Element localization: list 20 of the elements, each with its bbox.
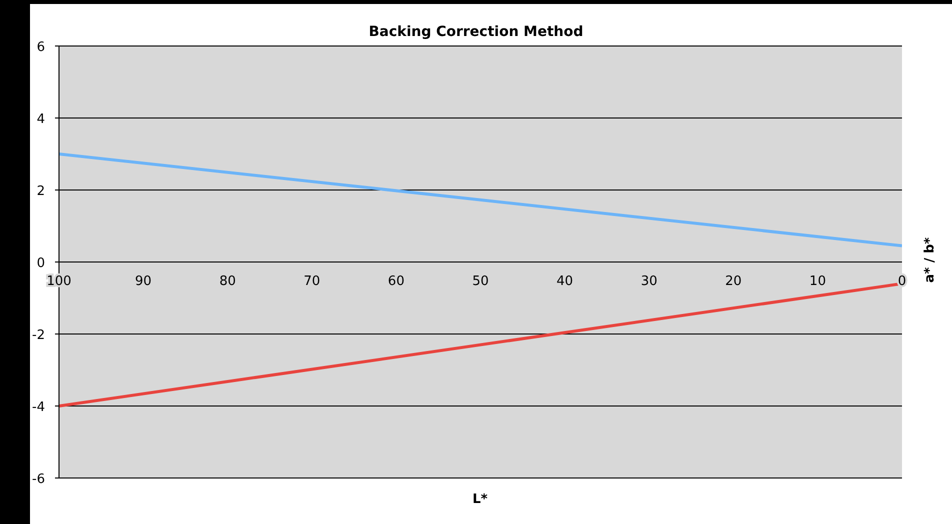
y-tick-label: 6 xyxy=(36,40,45,55)
x-tick-label: 10 xyxy=(809,274,826,289)
x-tick-label: 80 xyxy=(219,274,236,289)
x-tick-label: 60 xyxy=(388,274,404,289)
y-tick-label: 4 xyxy=(36,112,45,127)
chart-title: Backing Correction Method xyxy=(368,24,584,40)
y-tick-label: 0 xyxy=(36,256,45,271)
x-axis-title: L* xyxy=(471,492,489,507)
y-tick-label: -2 xyxy=(32,328,45,343)
y-tick-label: 2 xyxy=(36,184,45,199)
x-tick-label: 90 xyxy=(135,274,152,289)
x-tick-label: 0 xyxy=(898,274,906,289)
y-tick-label: -6 xyxy=(32,472,45,487)
y-axis-title: a* / b* xyxy=(922,237,938,283)
x-tick-label: 30 xyxy=(640,274,658,289)
x-tick-label: 50 xyxy=(472,274,489,289)
x-tick-label: 40 xyxy=(556,274,574,289)
x-tick-label: 20 xyxy=(725,274,742,289)
y-tick-label: -4 xyxy=(32,400,45,415)
x-tick-label: 70 xyxy=(304,274,320,289)
